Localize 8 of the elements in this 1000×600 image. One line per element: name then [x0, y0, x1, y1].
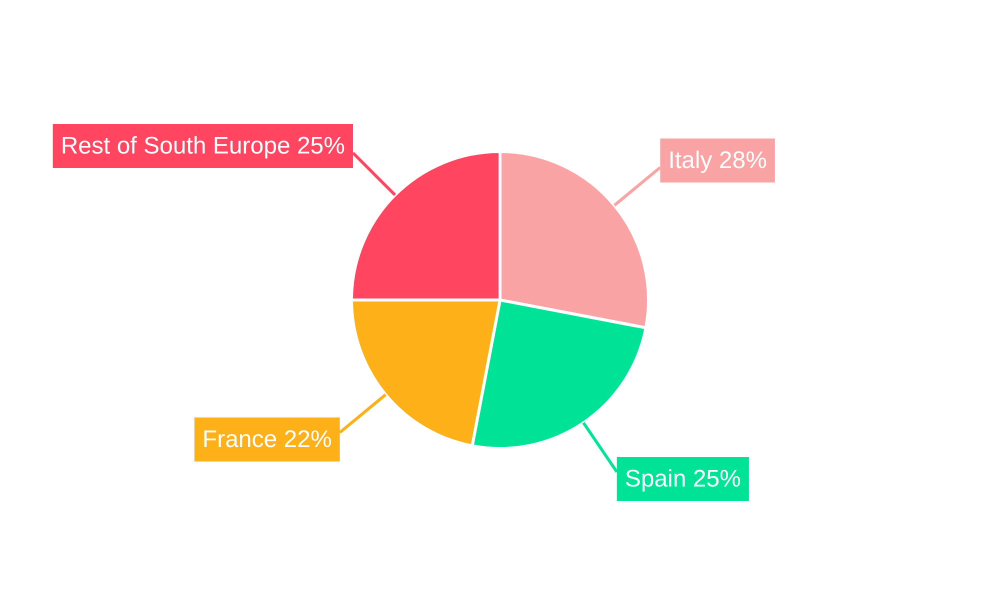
slice-label: Spain	[624, 466, 686, 493]
data-label: 22%	[284, 426, 332, 454]
slice-label: Italy	[668, 147, 712, 174]
slice-label: Rest of South Europe	[60, 132, 290, 160]
data-label: 25%	[692, 466, 741, 493]
data-label: 28%	[718, 147, 767, 174]
data-label: 25%	[296, 132, 346, 160]
slice-label: France	[202, 426, 278, 454]
